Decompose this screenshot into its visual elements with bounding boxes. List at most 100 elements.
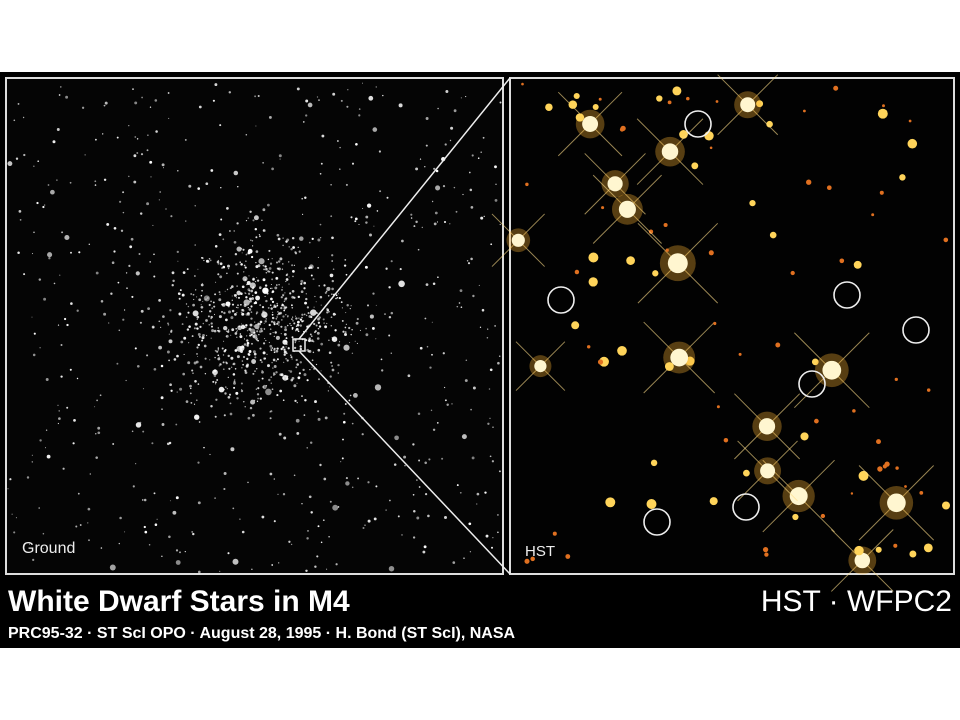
star xyxy=(11,513,13,515)
star xyxy=(293,346,297,350)
star xyxy=(713,321,717,326)
star xyxy=(254,321,256,323)
star xyxy=(365,221,368,224)
star xyxy=(293,384,297,388)
star xyxy=(201,340,203,342)
star xyxy=(199,325,202,328)
star xyxy=(404,464,406,467)
star xyxy=(243,299,250,306)
star xyxy=(432,428,436,432)
star xyxy=(339,168,341,170)
star xyxy=(276,302,279,305)
star xyxy=(253,215,259,221)
star xyxy=(277,321,280,324)
star xyxy=(87,522,89,524)
star xyxy=(241,308,244,312)
star xyxy=(227,552,230,555)
star xyxy=(193,403,196,405)
star xyxy=(172,510,177,515)
star xyxy=(170,389,173,392)
star xyxy=(196,296,198,298)
star xyxy=(239,333,242,335)
star xyxy=(146,149,149,152)
star xyxy=(460,306,463,309)
star xyxy=(381,369,384,372)
star xyxy=(265,299,268,303)
star xyxy=(415,220,418,224)
star xyxy=(301,503,303,505)
star xyxy=(252,219,255,222)
star xyxy=(262,278,266,282)
star xyxy=(102,133,104,135)
star xyxy=(458,302,461,304)
star xyxy=(441,457,444,460)
star xyxy=(169,500,171,502)
star xyxy=(149,261,152,263)
star xyxy=(305,314,308,317)
star xyxy=(289,370,293,373)
star xyxy=(168,117,170,119)
star xyxy=(138,253,141,255)
star xyxy=(292,275,294,278)
star xyxy=(250,317,253,320)
star xyxy=(268,270,271,273)
star xyxy=(158,299,161,302)
star xyxy=(416,479,418,481)
marker xyxy=(684,110,712,138)
star xyxy=(259,320,263,324)
star xyxy=(210,300,213,303)
star xyxy=(364,265,368,269)
star xyxy=(444,399,447,402)
star xyxy=(241,389,243,390)
star xyxy=(273,335,275,338)
star xyxy=(42,532,45,535)
star xyxy=(306,331,308,333)
star xyxy=(354,220,357,223)
marker xyxy=(798,370,826,398)
star xyxy=(344,326,347,329)
star xyxy=(198,105,202,109)
star xyxy=(424,492,428,496)
star xyxy=(33,332,36,335)
star xyxy=(311,339,314,342)
star xyxy=(442,352,445,355)
star xyxy=(296,382,298,384)
star xyxy=(286,324,289,327)
star xyxy=(45,429,48,431)
star xyxy=(13,119,16,122)
star xyxy=(252,372,255,375)
star xyxy=(125,272,128,274)
star xyxy=(301,395,303,398)
star xyxy=(305,293,307,295)
star xyxy=(178,297,181,300)
star xyxy=(417,248,420,251)
star xyxy=(269,344,273,348)
star xyxy=(762,546,769,553)
star xyxy=(283,305,286,308)
star xyxy=(276,316,278,318)
star xyxy=(288,370,290,372)
star xyxy=(262,264,265,267)
star xyxy=(401,239,404,243)
star xyxy=(426,345,429,348)
star xyxy=(230,356,234,360)
star xyxy=(294,339,297,342)
star xyxy=(431,353,433,356)
star xyxy=(803,109,806,113)
star xyxy=(290,543,293,546)
star xyxy=(79,524,82,526)
star xyxy=(197,268,199,270)
star xyxy=(484,491,487,494)
star xyxy=(203,259,205,262)
star xyxy=(351,486,354,489)
star xyxy=(168,535,171,539)
star xyxy=(245,220,248,222)
star xyxy=(241,360,244,362)
star xyxy=(264,265,267,268)
star xyxy=(926,388,931,392)
star xyxy=(295,330,297,332)
star xyxy=(192,303,195,307)
star xyxy=(240,389,244,393)
star xyxy=(372,292,375,295)
star xyxy=(209,359,211,361)
